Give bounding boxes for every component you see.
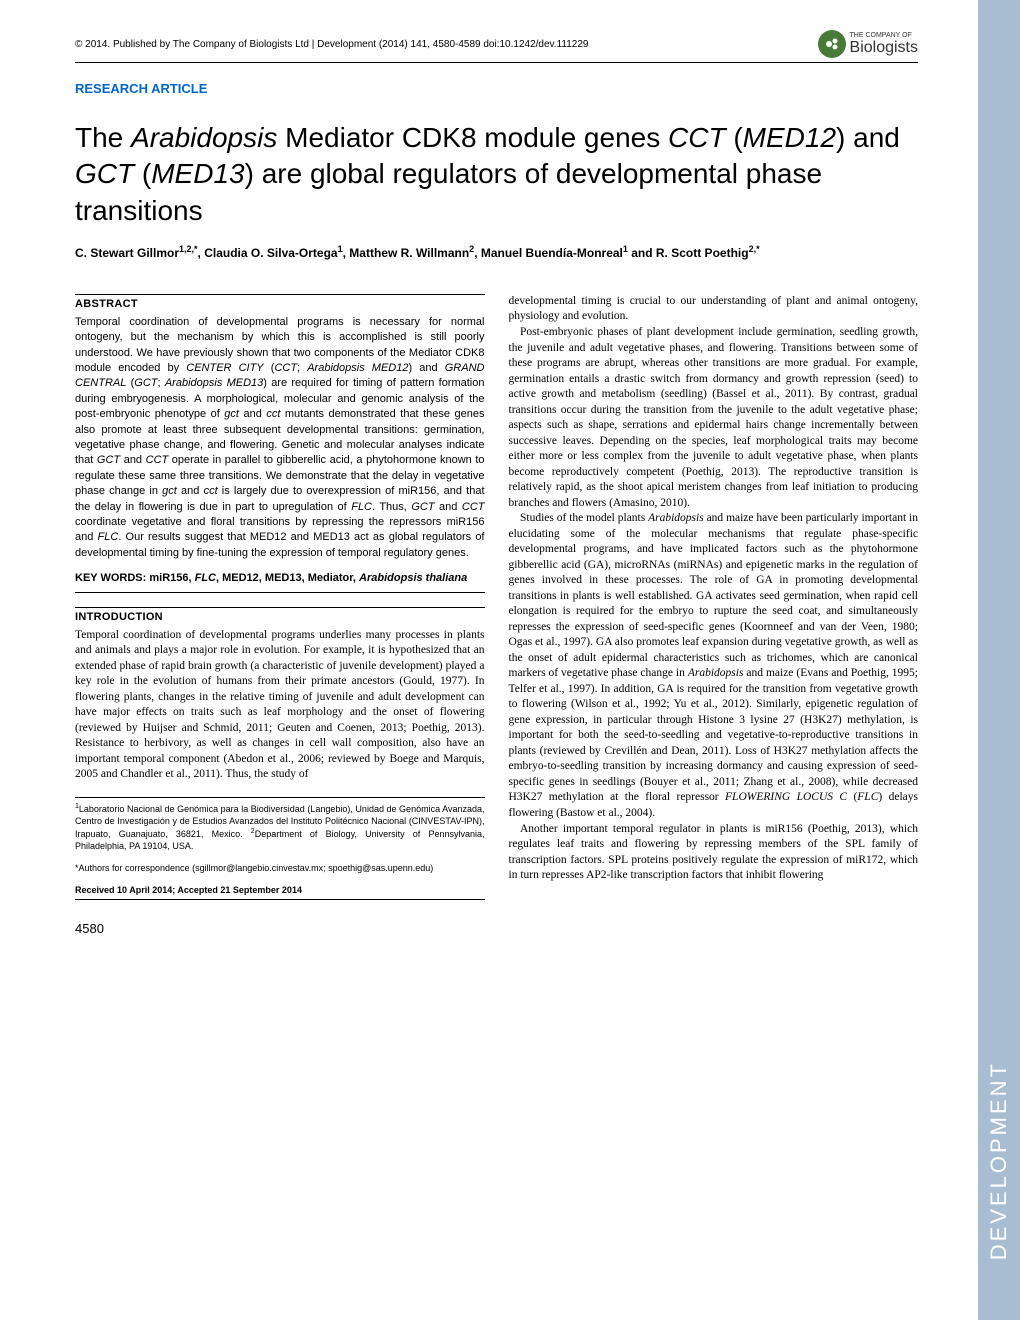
right-p1: developmental timing is crucial to our u… xyxy=(509,294,919,325)
intro-heading: INTRODUCTION xyxy=(75,607,485,625)
sidebar-label: DEVELOPMENT xyxy=(986,1061,1012,1260)
received-dates: Received 10 April 2014; Accepted 21 Sept… xyxy=(75,884,485,900)
keywords: KEY WORDS: miR156, FLC, MED12, MED13, Me… xyxy=(75,571,485,593)
abstract-heading: ABSTRACT xyxy=(75,294,485,312)
right-p4: Another important temporal regulator in … xyxy=(509,822,919,884)
affiliations: 1Laboratorio Nacional de Genómica para l… xyxy=(75,797,485,853)
article-title: The Arabidopsis Mediator CDK8 module gen… xyxy=(75,120,918,229)
page-content: © 2014. Published by The Company of Biol… xyxy=(0,0,978,968)
correspondence: *Authors for correspondence (sgillmor@la… xyxy=(75,863,485,875)
header-bar: © 2014. Published by The Company of Biol… xyxy=(75,30,918,63)
authors: C. Stewart Gillmor1,2,*, Claudia O. Silv… xyxy=(75,243,918,262)
journal-sidebar: DEVELOPMENT xyxy=(978,0,1020,1320)
page-number: 4580 xyxy=(75,920,485,938)
logo-icon xyxy=(818,30,846,58)
abstract-text: Temporal coordination of developmental p… xyxy=(75,315,485,561)
publisher-logo: THE COMPANY OF Biologists xyxy=(818,30,918,58)
left-column: ABSTRACT Temporal coordination of develo… xyxy=(75,294,485,938)
two-column-layout: ABSTRACT Temporal coordination of develo… xyxy=(75,294,918,938)
logo-main-text: Biologists xyxy=(850,39,918,57)
right-column: developmental timing is crucial to our u… xyxy=(509,294,919,938)
right-p3: Studies of the model plants Arabidopsis … xyxy=(509,511,919,821)
article-type: RESEARCH ARTICLE xyxy=(75,81,918,96)
intro-left-text: Temporal coordination of developmental p… xyxy=(75,628,485,783)
header-meta: © 2014. Published by The Company of Biol… xyxy=(75,39,588,50)
logo-top-text: THE COMPANY OF xyxy=(850,32,918,39)
right-p2: Post-embryonic phases of plant developme… xyxy=(509,325,919,511)
logo-text-block: THE COMPANY OF Biologists xyxy=(850,32,918,57)
